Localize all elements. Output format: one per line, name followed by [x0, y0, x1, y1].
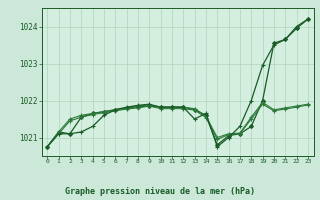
Text: Graphe pression niveau de la mer (hPa): Graphe pression niveau de la mer (hPa) — [65, 187, 255, 196]
